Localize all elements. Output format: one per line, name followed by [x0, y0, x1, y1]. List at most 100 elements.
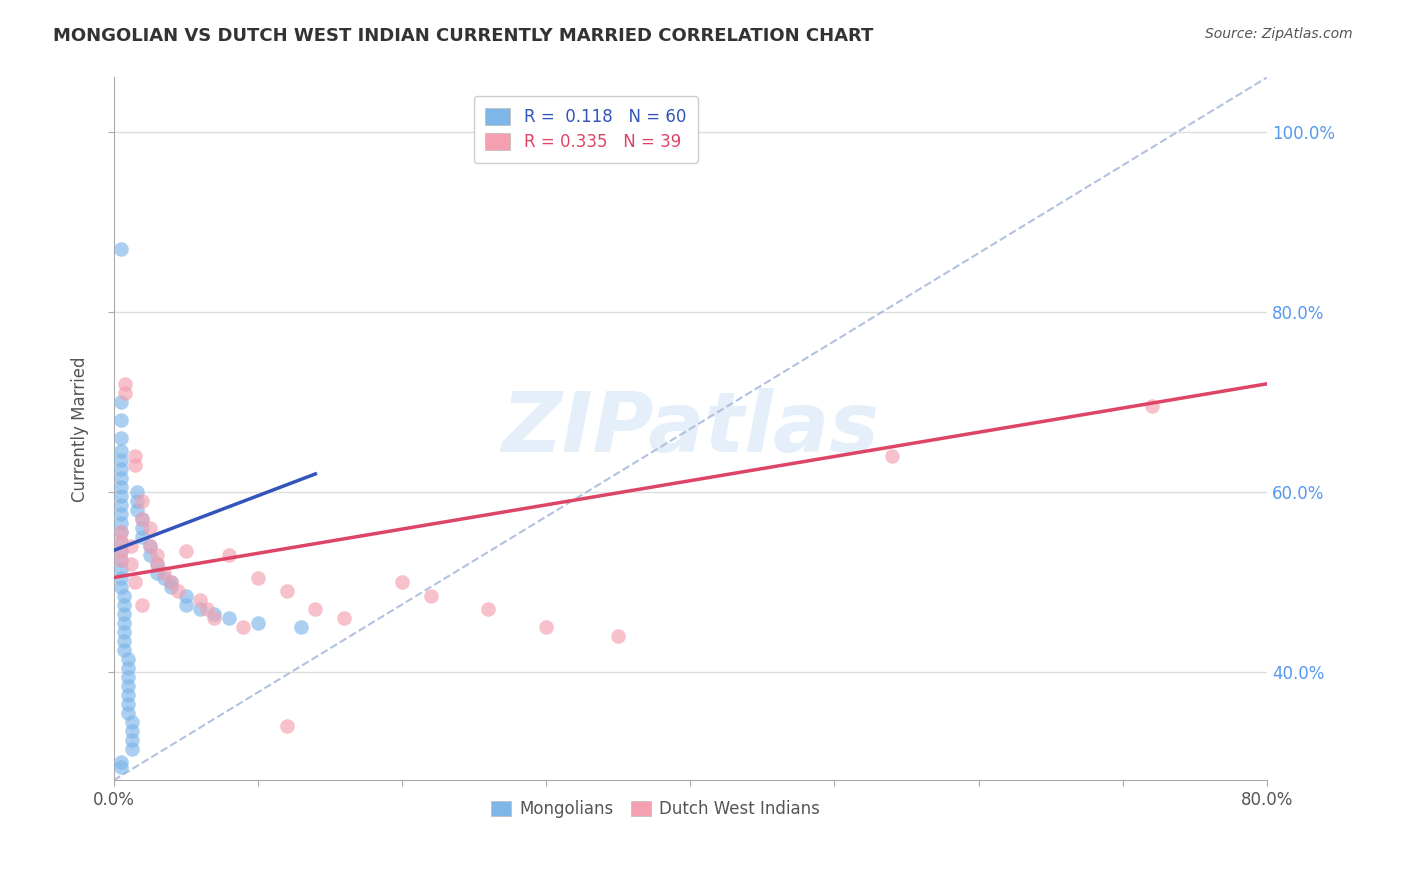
- Y-axis label: Currently Married: Currently Married: [72, 356, 89, 501]
- Point: [110, 242, 132, 256]
- Point: [218, 611, 240, 625]
- Point: [160, 575, 183, 590]
- Point: [880, 449, 903, 463]
- Point: [246, 570, 269, 584]
- Point: [114, 376, 136, 391]
- Point: [110, 453, 132, 467]
- Point: [477, 602, 499, 616]
- Point: [110, 525, 132, 540]
- Point: [146, 566, 169, 580]
- Point: [131, 494, 153, 508]
- Point: [131, 530, 153, 544]
- Point: [138, 521, 160, 535]
- Point: [333, 611, 356, 625]
- Point: [419, 589, 441, 603]
- Point: [110, 462, 132, 476]
- Point: [112, 642, 135, 657]
- Point: [124, 458, 146, 472]
- Point: [131, 521, 153, 535]
- Legend: Mongolians, Dutch West Indians: Mongolians, Dutch West Indians: [485, 793, 827, 825]
- Point: [125, 503, 148, 517]
- Point: [110, 480, 132, 494]
- Point: [167, 584, 190, 599]
- Point: [110, 534, 132, 549]
- Point: [117, 679, 139, 693]
- Point: [218, 548, 240, 562]
- Text: ZIPatlas: ZIPatlas: [502, 388, 879, 469]
- Text: Source: ZipAtlas.com: Source: ZipAtlas.com: [1205, 27, 1353, 41]
- Point: [112, 589, 135, 603]
- Point: [110, 756, 132, 770]
- Point: [121, 732, 143, 747]
- Point: [174, 543, 197, 558]
- Point: [117, 651, 139, 665]
- Point: [124, 575, 146, 590]
- Point: [276, 719, 298, 733]
- Point: [110, 516, 132, 531]
- Point: [290, 620, 312, 634]
- Point: [195, 602, 218, 616]
- Point: [131, 512, 153, 526]
- Point: [534, 620, 557, 634]
- Point: [117, 670, 139, 684]
- Point: [138, 548, 160, 562]
- Point: [110, 490, 132, 504]
- Point: [112, 624, 135, 639]
- Point: [110, 760, 132, 774]
- Point: [110, 431, 132, 445]
- Point: [131, 512, 153, 526]
- Point: [174, 598, 197, 612]
- Point: [146, 548, 169, 562]
- Point: [112, 607, 135, 621]
- Point: [204, 611, 226, 625]
- Point: [110, 444, 132, 458]
- Point: [391, 575, 413, 590]
- Point: [110, 471, 132, 485]
- Point: [112, 598, 135, 612]
- Point: [174, 589, 197, 603]
- Point: [124, 449, 146, 463]
- Point: [121, 723, 143, 738]
- Point: [114, 385, 136, 400]
- Point: [204, 607, 226, 621]
- Point: [110, 499, 132, 513]
- Point: [110, 413, 132, 427]
- Point: [121, 741, 143, 756]
- Point: [246, 615, 269, 630]
- Point: [117, 688, 139, 702]
- Point: [160, 575, 183, 590]
- Point: [153, 570, 176, 584]
- Point: [110, 543, 132, 558]
- Point: [110, 508, 132, 522]
- Point: [110, 543, 132, 558]
- Point: [110, 552, 132, 566]
- Point: [131, 598, 153, 612]
- Point: [188, 593, 211, 607]
- Point: [110, 534, 132, 549]
- Point: [110, 552, 132, 566]
- Point: [117, 706, 139, 720]
- Point: [110, 525, 132, 540]
- Point: [110, 561, 132, 575]
- Point: [121, 714, 143, 729]
- Point: [160, 580, 183, 594]
- Point: [188, 602, 211, 616]
- Point: [110, 394, 132, 409]
- Point: [120, 557, 142, 571]
- Point: [112, 633, 135, 648]
- Point: [1140, 400, 1163, 414]
- Point: [120, 539, 142, 553]
- Point: [146, 557, 169, 571]
- Point: [117, 661, 139, 675]
- Point: [138, 539, 160, 553]
- Point: [138, 539, 160, 553]
- Text: MONGOLIAN VS DUTCH WEST INDIAN CURRENTLY MARRIED CORRELATION CHART: MONGOLIAN VS DUTCH WEST INDIAN CURRENTLY…: [53, 27, 873, 45]
- Point: [125, 485, 148, 500]
- Point: [153, 566, 176, 580]
- Point: [110, 580, 132, 594]
- Point: [117, 697, 139, 711]
- Point: [125, 494, 148, 508]
- Point: [232, 620, 254, 634]
- Point: [110, 570, 132, 584]
- Point: [304, 602, 326, 616]
